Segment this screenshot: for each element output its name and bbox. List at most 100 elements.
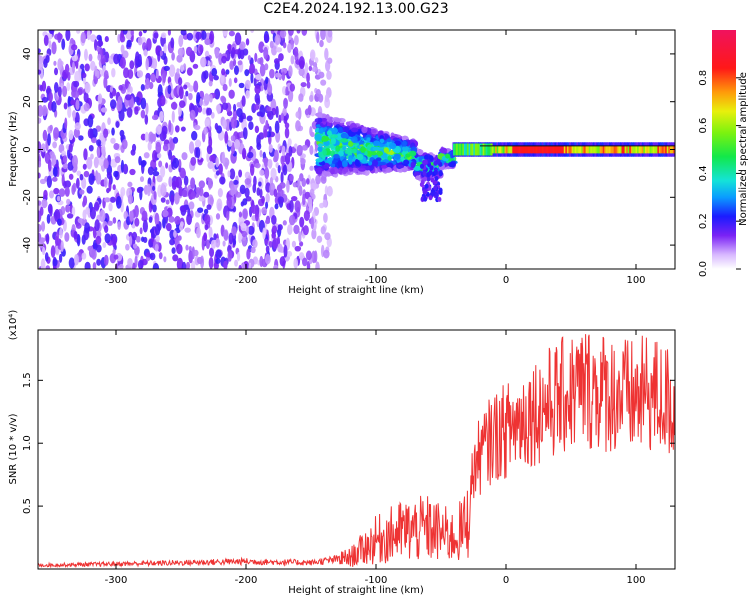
heatmap-cell	[60, 240, 64, 252]
heatmap-cell	[208, 136, 213, 149]
heatmap-cell	[38, 172, 41, 179]
heatmap-cell	[234, 32, 242, 46]
heatmap-cell	[256, 111, 263, 117]
snr-multiplier: (x10⁴)	[8, 310, 19, 341]
heatmap-cell	[317, 146, 323, 153]
heatmap-cell	[132, 243, 138, 249]
heatmap-cell	[73, 80, 80, 88]
heatmap-cell	[241, 262, 246, 269]
heatmap-cell	[571, 145, 574, 154]
heatmap-cell	[481, 143, 484, 156]
heatmap-cell	[351, 148, 357, 154]
heatmap-cell	[428, 170, 433, 176]
heatmap-cell	[285, 152, 291, 165]
heatmap-cell	[490, 143, 493, 156]
heatmap-cell	[430, 177, 435, 183]
heatmap-cell	[159, 94, 166, 107]
heatmap-cell	[97, 53, 102, 61]
heatmap-cell	[64, 117, 68, 130]
heatmap-cell	[242, 147, 247, 160]
heatmap-cell	[230, 184, 235, 197]
colorbar-label: Normalized spectral amplitude	[738, 72, 749, 226]
heatmap-cell	[271, 225, 278, 234]
heatmap-cell	[88, 173, 95, 185]
heatmap-cell	[300, 157, 306, 165]
heatmap-cell	[318, 111, 323, 118]
heatmap-cell	[154, 224, 161, 236]
heatmap-cell	[160, 197, 166, 203]
heatmap-cell	[342, 160, 348, 168]
heatmap-cell	[496, 145, 499, 154]
heatmap-cell	[351, 136, 358, 144]
heatmap-cell	[137, 53, 142, 67]
heatmap-cell	[523, 145, 526, 154]
heatmap-cell	[290, 55, 295, 65]
heatmap-cell	[58, 188, 66, 197]
heatmap-cell	[467, 143, 470, 156]
heatmap-cell	[178, 159, 182, 169]
heatmap-cell	[493, 145, 496, 154]
heatmap-cell	[137, 259, 144, 269]
heatmap-cell	[68, 129, 74, 141]
heatmap-cell	[565, 145, 568, 154]
heatmap-cell	[71, 61, 75, 74]
heatmap-cell	[293, 46, 299, 57]
heatmap-cell	[319, 39, 324, 48]
heatmap-cell	[194, 139, 202, 148]
heatmap-cell	[317, 143, 324, 148]
heatmap-cell	[96, 258, 102, 266]
heatmap-cell	[460, 143, 463, 156]
heatmap-cell	[627, 145, 630, 154]
heatmap-cell	[323, 140, 330, 146]
spectrogram-x-tick-label: -200	[235, 275, 258, 286]
heatmap-cell	[38, 240, 44, 249]
heatmap-cell	[320, 79, 327, 86]
heatmap-cell	[587, 145, 590, 154]
heatmap-cell	[113, 170, 119, 178]
heatmap-cell	[266, 106, 272, 112]
heatmap-cell	[244, 69, 250, 77]
heatmap-cell	[643, 145, 646, 154]
heatmap-cell	[155, 125, 162, 135]
heatmap-cell	[142, 219, 148, 233]
heatmap-cell	[285, 86, 289, 96]
heatmap-cell	[279, 181, 286, 189]
heatmap-cell	[615, 145, 618, 154]
heatmap-cell	[112, 236, 117, 248]
heatmap-cell	[171, 180, 177, 190]
heatmap-cell	[142, 30, 147, 34]
heatmap-cell	[288, 214, 296, 226]
heatmap-cell	[241, 236, 247, 247]
heatmap-cell	[190, 260, 196, 269]
heatmap-cell	[397, 164, 405, 169]
heatmap-cell	[298, 185, 303, 196]
heatmap-cell	[641, 145, 644, 154]
heatmap-cell	[259, 63, 266, 77]
heatmap-cell	[190, 177, 196, 189]
heatmap-cell	[238, 82, 245, 89]
heatmap-cell	[198, 195, 206, 202]
heatmap-cell	[181, 261, 187, 269]
heatmap-cell	[177, 47, 185, 57]
heatmap-cell	[186, 67, 193, 76]
heatmap-cell	[322, 199, 327, 208]
heatmap-cell	[269, 68, 275, 79]
heatmap-cell	[128, 231, 133, 238]
heatmap-cell	[185, 261, 191, 269]
heatmap-cell	[103, 176, 108, 188]
heatmap-cell	[168, 176, 173, 188]
heatmap-cell	[543, 145, 546, 154]
heatmap-cell	[515, 145, 518, 154]
heatmap-cell	[141, 236, 145, 242]
heatmap-cell	[226, 196, 232, 209]
heatmap-cell	[223, 260, 228, 269]
heatmap-cell	[294, 143, 298, 149]
heatmap-cell	[410, 161, 416, 169]
heatmap-cell	[72, 90, 80, 99]
heatmap-cell	[326, 185, 333, 197]
heatmap-cell	[204, 38, 211, 46]
heatmap-cell	[632, 145, 635, 154]
heatmap-cell	[602, 145, 605, 154]
heatmap-cell	[176, 243, 183, 255]
heatmap-cell	[284, 127, 290, 139]
